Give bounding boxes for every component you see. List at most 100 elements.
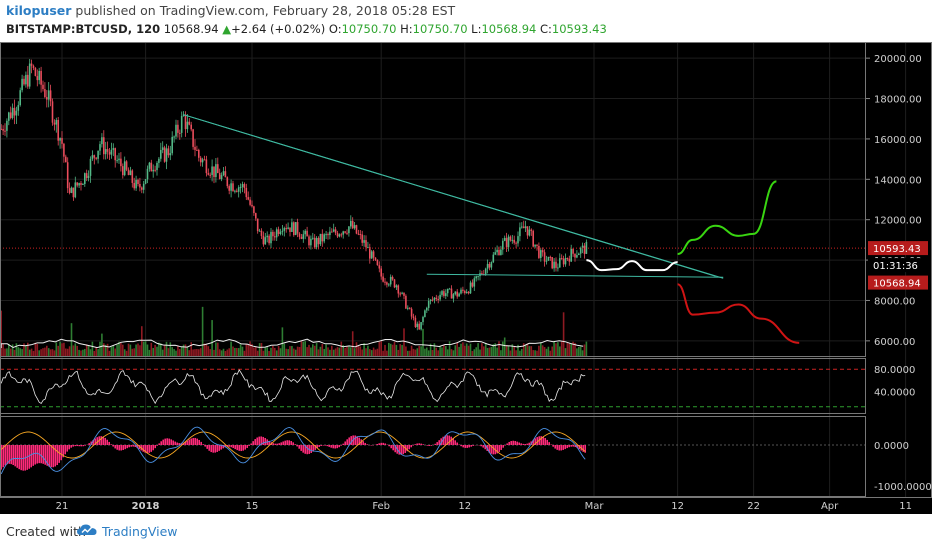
candle-body — [294, 222, 297, 236]
rsi-tick-label: 80.0000 — [874, 365, 915, 376]
macd-histogram-bar — [298, 445, 300, 449]
chart-header: kilopuser published on TradingView.com, … — [0, 0, 932, 42]
candle-body — [184, 114, 187, 130]
macd-histogram-bar — [50, 445, 52, 468]
candle-body — [557, 267, 559, 269]
candle-body — [275, 229, 278, 238]
volume-bar — [429, 343, 432, 357]
macd-histogram-bar — [300, 445, 302, 451]
candle-body — [158, 158, 160, 163]
candle-body — [395, 285, 398, 288]
candle-body — [578, 253, 580, 256]
candle-body — [559, 258, 561, 268]
candle-body — [13, 107, 16, 116]
candle-body — [9, 112, 12, 118]
author-link[interactable]: kilopuser — [6, 3, 72, 18]
macd-histogram-bar — [264, 437, 266, 445]
time-tick-label: Mar — [585, 501, 605, 512]
tradingview-brand[interactable]: TradingView — [102, 524, 178, 539]
macd-histogram-bar — [536, 437, 538, 445]
macd-histogram-bar — [246, 445, 248, 448]
macd-histogram-bar — [176, 442, 178, 445]
candle-body — [435, 297, 438, 299]
macd-histogram-bar — [236, 445, 238, 451]
candle-body — [266, 235, 268, 238]
published-text: published on TradingView.com, February 2… — [75, 3, 456, 18]
macd-histogram-bar — [446, 435, 448, 445]
macd-histogram-bar — [528, 442, 530, 445]
macd-histogram-bar — [70, 445, 72, 448]
candle-body — [348, 226, 350, 234]
volume-bar — [171, 347, 173, 357]
macd-histogram-bar — [44, 445, 46, 465]
volume-bar — [585, 341, 588, 357]
volume-bar — [540, 342, 542, 357]
candle-body — [36, 75, 39, 81]
volume-bar — [298, 347, 301, 357]
macd-histogram-bar — [306, 445, 308, 455]
candle-body — [414, 317, 417, 328]
volume-bars — [0, 306, 588, 357]
volume-bar — [334, 348, 337, 357]
chart-canvas[interactable]: 6000.008000.0010000.0012000.0014000.0016… — [0, 42, 932, 514]
volume-bar — [127, 343, 130, 357]
volume-bar — [365, 348, 367, 357]
macd-histogram-bar — [464, 445, 466, 448]
candle-body — [437, 298, 439, 300]
macd-histogram-bar — [170, 439, 172, 445]
macd-histogram-bar — [328, 445, 330, 447]
macd-histogram-bar — [190, 438, 192, 445]
candle-body — [490, 262, 493, 268]
time-tick-label: 2018 — [132, 501, 160, 512]
candle-body — [63, 143, 65, 157]
volume-bar — [397, 349, 400, 357]
macd-histogram-bar — [358, 437, 360, 445]
macd-histogram-bar — [280, 442, 282, 445]
low-price-tag-bg — [868, 275, 928, 290]
macd-histogram-bar — [2, 445, 4, 468]
volume-bar — [448, 341, 451, 357]
volume-bar — [350, 347, 352, 357]
volume-bar — [108, 350, 111, 357]
candle-body — [253, 206, 255, 214]
time-axis[interactable]: 21 2018 15 Feb 12 Mar 12 22 Apr 11 — [56, 501, 912, 512]
volume-bar — [32, 350, 35, 357]
macd-histogram-bar — [534, 438, 536, 445]
macd-histogram-bar — [184, 441, 186, 445]
macd-histogram-bar — [318, 445, 320, 447]
symbol-label[interactable]: BITSTAMP:BTCUSD, 120 — [6, 22, 161, 36]
volume-bar — [287, 349, 289, 357]
macd-histogram-bar — [412, 445, 414, 446]
price-axis[interactable]: 6000.008000.0010000.0012000.0014000.0016… — [866, 54, 932, 493]
candle-body — [211, 166, 213, 175]
candle-body — [566, 257, 569, 259]
candle-body — [460, 289, 462, 294]
candle-body — [6, 120, 8, 131]
volume-bar — [80, 350, 82, 357]
candle-body — [536, 244, 538, 246]
volume-bar — [234, 347, 236, 357]
candle-body — [448, 288, 451, 290]
macd-histogram-bar — [516, 441, 518, 445]
candle-body — [515, 242, 517, 244]
candle-body — [192, 129, 194, 147]
volume-bar — [386, 350, 388, 357]
volume-bar — [0, 310, 3, 357]
macd-histogram-bar — [316, 445, 318, 449]
macd-histogram-bar — [284, 440, 286, 445]
volume-bar — [562, 312, 565, 357]
candle-body — [196, 149, 198, 151]
candle-body — [137, 179, 139, 185]
created-with-text: Created with — [6, 524, 86, 539]
macd-histogram-bar — [382, 442, 384, 445]
volume-bar — [313, 345, 316, 357]
macd-histogram-bar — [390, 445, 392, 449]
volume-bar — [61, 343, 63, 357]
candle-body — [21, 78, 23, 91]
volume-bar — [378, 341, 381, 357]
candle-body — [384, 281, 386, 283]
volume-bar — [217, 342, 219, 357]
candle-body — [416, 323, 419, 328]
macd-histogram-bar — [566, 445, 568, 449]
macd-histogram-bar — [312, 445, 314, 452]
